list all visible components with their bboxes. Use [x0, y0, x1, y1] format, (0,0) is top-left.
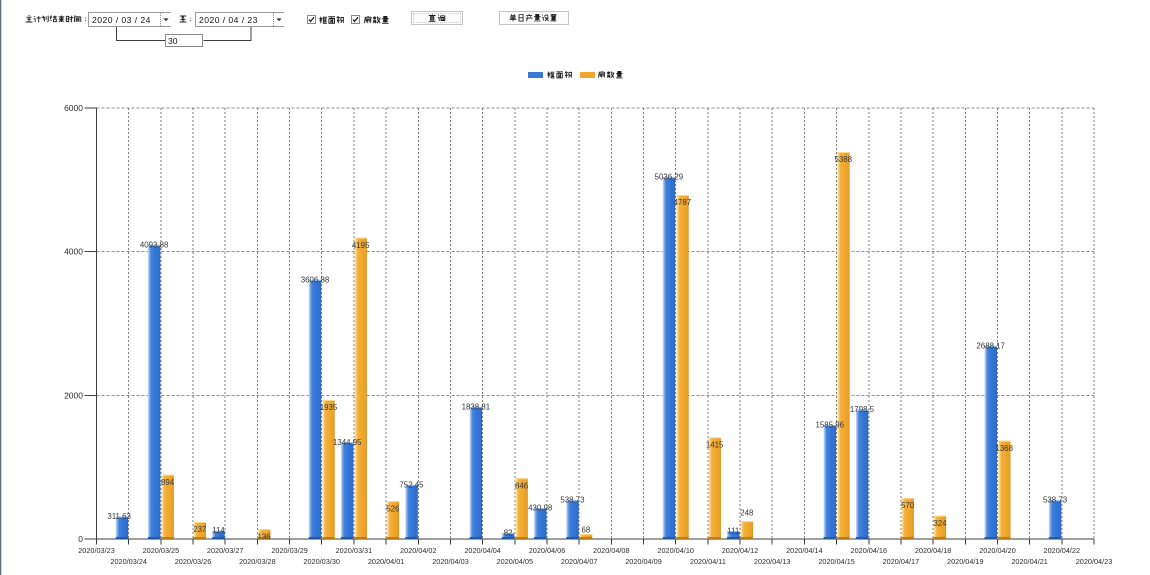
svg-text:324: 324: [933, 519, 947, 528]
svg-text:2020/04/14: 2020/04/14: [786, 546, 823, 555]
svg-text:1368: 1368: [995, 444, 1013, 453]
svg-text:4195: 4195: [352, 241, 370, 250]
svg-text:2020/04/20: 2020/04/20: [979, 546, 1016, 555]
svg-text:2020/04/04: 2020/04/04: [464, 546, 501, 555]
svg-text:2020/04/09: 2020/04/09: [625, 557, 662, 566]
svg-text:2020/04/10: 2020/04/10: [657, 546, 694, 555]
svg-text:1838.81: 1838.81: [462, 402, 491, 411]
svg-text:2020/03/30: 2020/03/30: [303, 557, 340, 566]
svg-text:2020/04/18: 2020/04/18: [915, 546, 952, 555]
svg-text:111: 111: [727, 526, 739, 535]
svg-text:2020/03/31: 2020/03/31: [336, 546, 373, 555]
svg-text:538.73: 538.73: [1043, 496, 1068, 505]
svg-text:2020/04/22: 2020/04/22: [1044, 546, 1081, 555]
svg-text:2020/04/15: 2020/04/15: [818, 557, 855, 566]
svg-text:2688.17: 2688.17: [976, 341, 1005, 350]
svg-text:2020/04/16: 2020/04/16: [851, 546, 888, 555]
svg-text:114: 114: [212, 526, 225, 535]
svg-text:2020/04/01: 2020/04/01: [368, 557, 405, 566]
svg-text:2020/04/03: 2020/04/03: [432, 557, 469, 566]
svg-text:136: 136: [258, 532, 272, 541]
svg-text:2020/03/27: 2020/03/27: [207, 546, 244, 555]
svg-text:2020/04/02: 2020/04/02: [400, 546, 437, 555]
svg-text:82: 82: [504, 529, 513, 538]
svg-text:68: 68: [582, 526, 591, 535]
svg-text:2020/03/28: 2020/03/28: [239, 557, 276, 566]
svg-text:526: 526: [386, 504, 400, 513]
svg-text:1344.95: 1344.95: [333, 438, 362, 447]
svg-text:1798.5: 1798.5: [850, 405, 875, 414]
svg-text:2020/04/23: 2020/04/23: [1076, 557, 1113, 566]
svg-text:570: 570: [901, 501, 915, 510]
svg-text:2020/03/29: 2020/03/29: [271, 546, 308, 555]
svg-text:4093.88: 4093.88: [140, 240, 169, 249]
svg-text:2020/03/26: 2020/03/26: [175, 557, 212, 566]
svg-text:2020/04/13: 2020/04/13: [754, 557, 791, 566]
svg-text:2020/04/06: 2020/04/06: [529, 546, 566, 555]
svg-text:4787: 4787: [674, 198, 692, 207]
svg-text:2020/03/25: 2020/03/25: [143, 546, 180, 555]
svg-text:2020/04/11: 2020/04/11: [690, 557, 726, 566]
svg-text:752.45: 752.45: [399, 480, 424, 489]
svg-text:2020/04/12: 2020/04/12: [722, 546, 759, 555]
svg-text:2020/03/24: 2020/03/24: [110, 557, 147, 566]
svg-text:2020/04/07: 2020/04/07: [561, 557, 598, 566]
svg-text:1935: 1935: [320, 403, 338, 412]
svg-text:1585.96: 1585.96: [816, 421, 845, 430]
svg-text:2020/04/17: 2020/04/17: [883, 557, 920, 566]
svg-text:2020/04/08: 2020/04/08: [593, 546, 630, 555]
svg-text:2020/04/19: 2020/04/19: [947, 557, 984, 566]
svg-text:248: 248: [740, 508, 754, 517]
svg-text:2020/04/05: 2020/04/05: [497, 557, 534, 566]
svg-text:2020/03/23: 2020/03/23: [78, 546, 115, 555]
svg-text:5388: 5388: [835, 155, 853, 164]
svg-text:311.63: 311.63: [107, 512, 131, 521]
svg-text:846: 846: [515, 481, 529, 490]
svg-text:894: 894: [161, 478, 175, 487]
svg-text:3606.88: 3606.88: [301, 275, 330, 284]
svg-text:6000: 6000: [64, 103, 83, 113]
svg-text:538.73: 538.73: [560, 496, 585, 505]
svg-text:2000: 2000: [64, 390, 83, 400]
svg-text:430.98: 430.98: [528, 503, 553, 512]
svg-text:1415: 1415: [706, 441, 724, 450]
svg-text:5036.29: 5036.29: [655, 173, 684, 182]
svg-text:4000: 4000: [64, 247, 83, 257]
svg-text:0: 0: [78, 534, 83, 544]
svg-text:237: 237: [193, 525, 206, 534]
svg-text:2020/04/21: 2020/04/21: [1011, 557, 1048, 566]
